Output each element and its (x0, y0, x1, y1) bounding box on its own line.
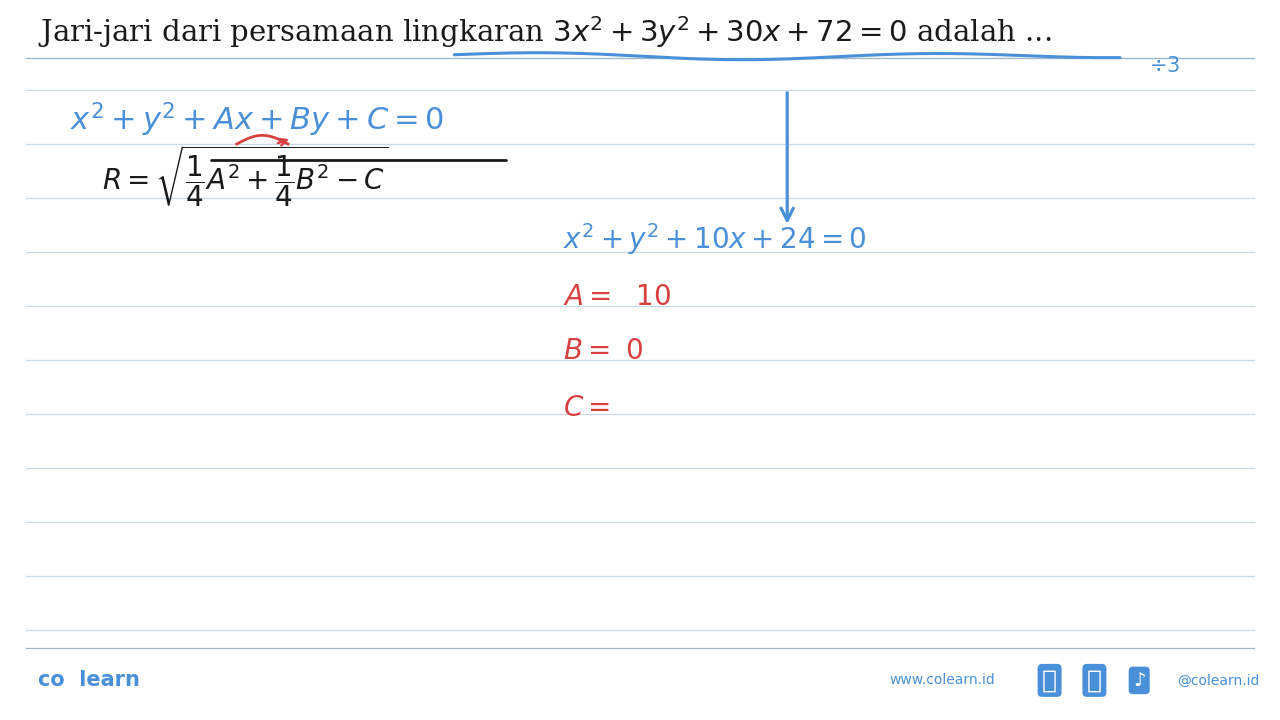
Text: www.colearn.id: www.colearn.id (890, 673, 996, 688)
Text: ♪: ♪ (1133, 671, 1146, 690)
Text: $B=\ 0$: $B=\ 0$ (563, 338, 643, 365)
Text: $\div 3$: $\div 3$ (1149, 56, 1180, 76)
Text: $x^2+y^2+Ax+By+C=0$: $x^2+y^2+Ax+By+C=0$ (70, 101, 444, 140)
Text: co  learn: co learn (38, 670, 141, 690)
Text: $R=\sqrt{\dfrac{1}{4}A^2+\dfrac{1}{4}B^2-C}$: $R=\sqrt{\dfrac{1}{4}A^2+\dfrac{1}{4}B^2… (102, 144, 389, 209)
Text: Jari-jari dari persamaan lingkaran $3x^2+3y^2+30x+72=0$ adalah ...: Jari-jari dari persamaan lingkaran $3x^2… (38, 14, 1052, 50)
Text: $A=\ \ 10$: $A=\ \ 10$ (563, 283, 671, 310)
Text: $C=$: $C=$ (563, 394, 611, 421)
Text: @colearn.id: @colearn.id (1178, 673, 1260, 688)
Text: :  (1087, 668, 1102, 693)
Text: $x^2+y^2+10x+24=0$: $x^2+y^2+10x+24=0$ (563, 221, 867, 257)
Text: :  (1042, 668, 1057, 693)
